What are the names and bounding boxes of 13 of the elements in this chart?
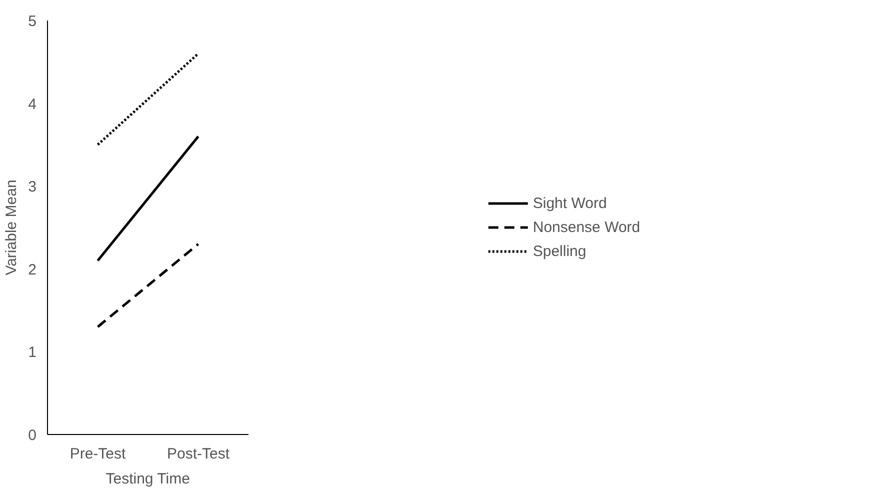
legend-label: Spelling — [532, 242, 586, 260]
x-axis-title: Testing Time — [106, 470, 190, 488]
x-tick-label: Pre-Test — [70, 446, 127, 462]
y-tick-label: 0 — [28, 427, 36, 444]
y-axis-title: Variable Mean — [3, 180, 20, 276]
legend-label: Sight Word — [532, 194, 607, 212]
legend-label: Nonsense Word — [532, 218, 640, 236]
y-tick-label: 3 — [28, 178, 36, 196]
y-tick-label: 1 — [28, 344, 36, 362]
y-tick-label: 2 — [28, 261, 36, 278]
y-tick-label: 4 — [28, 96, 36, 113]
x-tick-label: Post-Test — [166, 446, 230, 462]
y-tick-label: 5 — [28, 13, 36, 30]
